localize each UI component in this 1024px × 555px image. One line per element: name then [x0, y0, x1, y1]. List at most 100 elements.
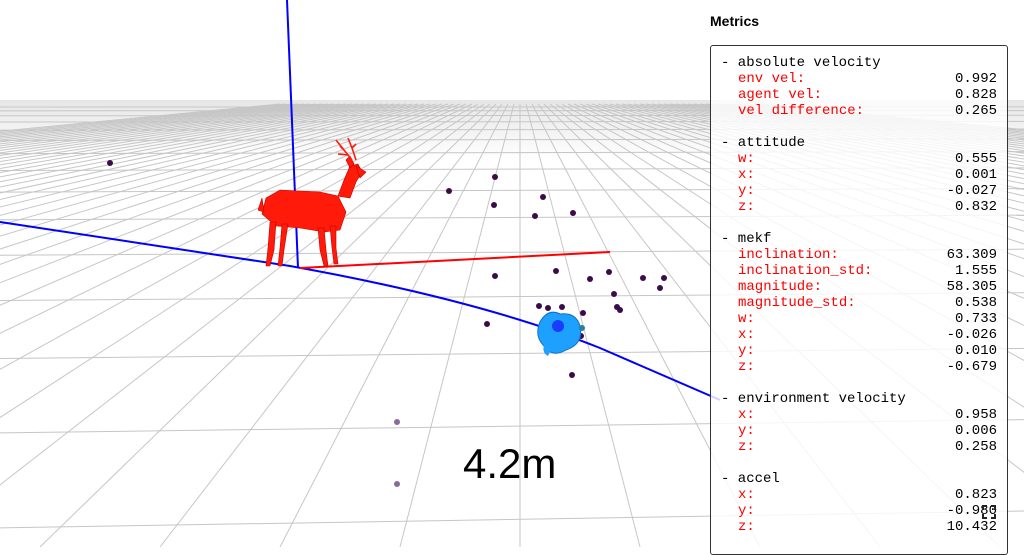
metric-row: z: 0.832	[721, 199, 997, 215]
metric-row: vel difference: 0.265	[721, 103, 997, 119]
metric-value: 0.538	[955, 295, 997, 311]
metric-value: 0.832	[955, 199, 997, 215]
metric-value: 0.265	[955, 103, 997, 119]
metric-value: 0.823	[955, 487, 997, 503]
point-marker	[587, 276, 593, 282]
point-marker	[540, 194, 546, 200]
point-marker	[446, 188, 452, 194]
metric-row: y: 0.006	[721, 423, 997, 439]
point-marker-faded	[394, 419, 400, 425]
point-marker	[532, 213, 538, 219]
metric-row: x: 0.823	[721, 487, 997, 503]
distance-label: 4.2m	[463, 440, 556, 488]
metric-value: 0.992	[955, 71, 997, 87]
metrics-section-title: - attitude	[721, 135, 997, 151]
point-marker	[580, 310, 586, 316]
metric-row: y: 0.010	[721, 343, 997, 359]
metric-row: x: 0.001	[721, 167, 997, 183]
metric-key: y:	[738, 503, 755, 519]
metrics-section-title: - mekf	[721, 231, 997, 247]
metric-row: magnitude:58.305	[721, 279, 997, 295]
metric-key: y:	[738, 423, 755, 439]
fullscreen-icon[interactable]	[982, 505, 996, 519]
metric-row: y:-0.980	[721, 503, 997, 519]
point-marker	[606, 269, 612, 275]
metric-value: 10.432	[947, 519, 997, 535]
metric-row: z: -0.679	[721, 359, 997, 375]
metric-value: -0.026	[947, 327, 997, 343]
point-marker-faded	[394, 481, 400, 487]
point-marker	[570, 210, 576, 216]
metric-value: 0.006	[955, 423, 997, 439]
agent-model	[538, 312, 585, 356]
point-marker	[484, 321, 490, 327]
metric-key: env vel:	[738, 71, 805, 87]
metric-value: 0.733	[955, 311, 997, 327]
metric-key: inclination_std:	[738, 263, 872, 279]
metric-key: z:	[738, 519, 755, 535]
metric-key: x:	[738, 167, 755, 183]
metric-key: x:	[738, 487, 755, 503]
metric-row: z: 10.432	[721, 519, 997, 535]
point-marker	[492, 273, 498, 279]
metric-value: 0.555	[955, 151, 997, 167]
metric-value: 0.958	[955, 407, 997, 423]
deer-model	[258, 156, 366, 266]
metric-row: agent vel: 0.828	[721, 87, 997, 103]
metric-row: env vel: 0.992	[721, 71, 997, 87]
metric-key: y:	[738, 343, 755, 359]
metric-row: w: 0.555	[721, 151, 997, 167]
point-marker	[617, 307, 623, 313]
axis-y-line	[300, 252, 610, 268]
metrics-section-title: - accel	[721, 471, 997, 487]
metric-value: 63.309	[947, 247, 997, 263]
metric-key: w:	[738, 311, 755, 327]
metric-key: z:	[738, 439, 755, 455]
axis-x-line	[0, 222, 720, 400]
point-marker	[553, 268, 559, 274]
metric-row: magnitude_std: 0.538	[721, 295, 997, 311]
metric-row: x: -0.026	[721, 327, 997, 343]
point-marker	[536, 303, 542, 309]
point-marker	[657, 285, 663, 291]
metric-value: 0.828	[955, 87, 997, 103]
point-marker	[107, 160, 113, 166]
metric-key: y:	[738, 183, 755, 199]
metric-row: x: 0.958	[721, 407, 997, 423]
metric-key: z:	[738, 359, 755, 375]
metric-key: w:	[738, 151, 755, 167]
metric-row: y: -0.027	[721, 183, 997, 199]
metric-row: inclination:63.309	[721, 247, 997, 263]
point-marker	[611, 291, 617, 297]
point-marker	[492, 174, 498, 180]
point-marker	[640, 275, 646, 281]
metric-key: x:	[738, 327, 755, 343]
metric-key: agent vel:	[738, 87, 822, 103]
metric-value: -0.027	[947, 183, 997, 199]
metric-key: vel difference:	[738, 103, 864, 119]
metric-key: z:	[738, 199, 755, 215]
metric-row: w: 0.733	[721, 311, 997, 327]
point-marker	[491, 202, 497, 208]
metrics-title: Metrics	[710, 13, 759, 29]
metric-key: magnitude_std:	[738, 295, 856, 311]
point-marker	[569, 372, 575, 378]
metric-row: inclination_std:1.555	[721, 263, 997, 279]
metric-key: magnitude:	[738, 279, 822, 295]
metrics-section-title: - absolute velocity	[721, 55, 997, 71]
metrics-section-title: - environment velocity	[721, 391, 997, 407]
metric-value: 0.001	[955, 167, 997, 183]
metric-value: -0.679	[947, 359, 997, 375]
metric-value: 0.258	[955, 439, 997, 455]
metric-row: z: 0.258	[721, 439, 997, 455]
metric-value: 0.010	[955, 343, 997, 359]
point-marker	[661, 275, 667, 281]
metric-key: x:	[738, 407, 755, 423]
point-marker	[545, 305, 551, 311]
